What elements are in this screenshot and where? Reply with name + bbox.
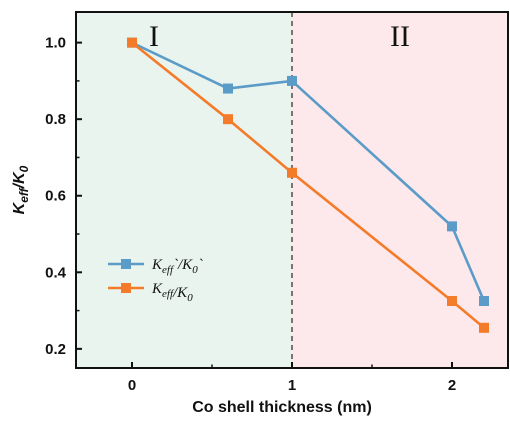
series-1-point-5 <box>479 296 489 307</box>
series-1-point-2 <box>223 83 233 94</box>
y-tick-label-1: 0.2 <box>45 341 66 358</box>
legend-label-1-mark1: ` <box>173 257 178 273</box>
x-tick-label-3: 2 <box>448 377 456 394</box>
region-label-1: I <box>149 20 159 53</box>
y-axis-title-sub2: 0 <box>17 165 31 172</box>
region-background-1 <box>76 12 292 368</box>
legend-label-1: Keff`/K0` <box>151 257 203 276</box>
x-tick-label-2: 1 <box>288 377 296 394</box>
series-2-point-5 <box>479 322 489 333</box>
series-2-point-3 <box>287 167 297 178</box>
series-1-point-4 <box>447 221 457 232</box>
legend-layer: Keff`/K0`Keff/K0 <box>108 257 203 304</box>
y-tick-label-4: 0.8 <box>45 111 66 128</box>
y-axis-title-main: K <box>11 201 28 214</box>
series-1-point-3 <box>287 75 297 86</box>
region-background-2 <box>292 12 508 368</box>
legend-label-2-main: K <box>151 281 163 297</box>
y-tick-label-5: 1.0 <box>45 35 66 52</box>
legend-label-1-sub2: 0 <box>192 264 198 276</box>
legend-label-1-sub: eff <box>162 264 175 276</box>
y-axis-title-sub: eff <box>17 187 31 202</box>
legend-label-2-sub2: 0 <box>187 292 193 304</box>
legend-label-1-slash: /K <box>177 257 193 273</box>
axes-layer: 0 1 2 0.2 0.4 0.6 0.8 1.0 <box>45 11 509 394</box>
x-axis-title: Co shell thickness (nm) <box>192 399 372 416</box>
legend-label-2-sub: eff <box>162 288 175 300</box>
y-axis-title: Keff/K0 <box>11 165 31 214</box>
legend-label-2: Keff/K0 <box>151 281 193 304</box>
series-2-point-2 <box>223 114 233 125</box>
series-2-point-1 <box>127 37 137 48</box>
titles-layer: Co shell thickness (nm) Keff/K0 <box>11 165 372 416</box>
legend-marker-2 <box>121 283 131 293</box>
series-layer <box>127 37 489 333</box>
series-2-point-4 <box>447 296 457 307</box>
x-tick-label-1: 0 <box>128 377 136 394</box>
y-tick-label-2: 0.4 <box>45 264 67 281</box>
legend-marker-1 <box>121 259 131 269</box>
regions-layer: I II <box>76 12 508 368</box>
legend-label-1-main: K <box>151 257 163 273</box>
y-axis-title-slash: /K <box>11 171 28 189</box>
y-tick-label-3: 0.6 <box>45 188 66 205</box>
legend-label-2-slash: /K <box>172 285 188 301</box>
legend-label-1-mark2: ` <box>198 257 203 273</box>
region-label-2: II <box>390 20 410 53</box>
